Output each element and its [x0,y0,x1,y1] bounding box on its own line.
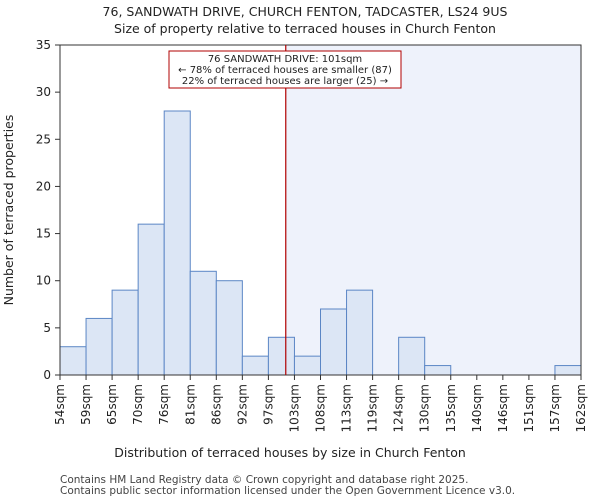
x-tick-label-97sqm: 97sqm [261,384,275,425]
x-tick-label-81sqm: 81sqm [183,384,197,425]
x-tick-label-103sqm: 103sqm [287,384,301,432]
y-tick-label-10: 10 [36,274,51,288]
bar-108sqm [320,308,348,376]
x-tick-label-108sqm: 108sqm [314,384,328,432]
x-tick-label-113sqm: 113sqm [340,384,354,432]
bar-124sqm [398,336,426,376]
x-tick-label-86sqm: 86sqm [209,384,223,425]
y-tick-label-20: 20 [36,179,51,193]
y-tick-label-25: 25 [36,132,51,146]
y-ticks-group: 0 5 10 15 20 25 30 35 [36,38,60,382]
x-tick-label-157sqm: 157sqm [548,384,562,432]
bar-54sqm [59,346,87,376]
x-tick-label-65sqm: 65sqm [105,384,119,425]
x-tick-label-151sqm: 151sqm [522,384,536,432]
x-tick-label-140sqm: 140sqm [470,384,484,432]
y-axis-label: Number of terraced properties [1,115,16,306]
x-tick-label-162sqm: 162sqm [574,384,588,432]
bar-130sqm [424,365,452,376]
bar-97sqm [267,336,295,376]
x-axis-label: Distribution of terraced houses by size … [114,445,466,460]
annotation-line-2: ← 78% of terraced houses are smaller (87… [178,65,392,76]
x-tick-label-119sqm: 119sqm [366,384,380,432]
chart-subtitle: Size of property relative to terraced ho… [114,21,496,36]
x-tick-label-59sqm: 59sqm [79,384,93,425]
annotation-line-1: 76 SANDWATH DRIVE: 101sqm [208,54,362,65]
x-tick-label-146sqm: 146sqm [496,384,510,432]
bar-103sqm [293,355,322,376]
y-tick-label-0: 0 [43,368,51,382]
x-ticks-group: 54sqm 59sqm 65sqm 70sqm 76sqm 81sqm 86sqm 92sqm… [53,375,588,432]
x-tick-label-54sqm: 54sqm [53,384,67,425]
bar-59sqm [85,317,113,376]
x-tick-label-124sqm: 124sqm [392,384,406,432]
y-tick-label-15: 15 [36,227,51,241]
bar-70sqm [137,223,165,376]
x-tick-label-76sqm: 76sqm [157,384,171,425]
annotation-box: 76 SANDWATH DRIVE: 101sqm ← 78% of terra… [168,50,402,89]
annotation-frame [168,50,402,89]
x-tick-label-70sqm: 70sqm [131,384,145,425]
y-tick-label-30: 30 [36,85,51,99]
footer-line-1: Contains HM Land Registry data © Crown c… [60,474,468,486]
bars-group [59,110,582,376]
y-tick-label-35: 35 [36,38,51,52]
bar-86sqm [215,280,243,376]
footer-line-2: Contains public sector information licen… [60,485,515,497]
bar-157sqm [554,365,582,376]
chart-title: 76, SANDWATH DRIVE, CHURCH FENTON, TADCA… [103,4,508,19]
x-tick-label-135sqm: 135sqm [444,384,458,432]
y-tick-label-5: 5 [43,321,51,335]
x-tick-label-130sqm: 130sqm [418,384,432,432]
bar-65sqm [111,289,139,376]
x-tick-label-92sqm: 92sqm [235,384,249,425]
bar-76sqm [163,110,191,376]
annotation-line-3: 22% of terraced houses are larger (25) → [182,76,388,87]
bar-92sqm [241,355,269,376]
bar-113sqm [346,289,374,376]
bar-81sqm [189,270,217,376]
